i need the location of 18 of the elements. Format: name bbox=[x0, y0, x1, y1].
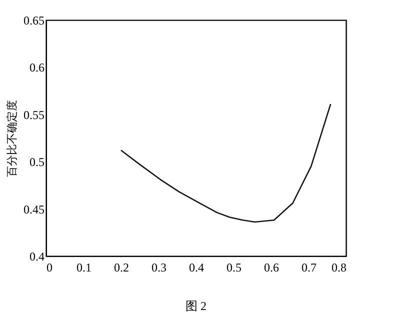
x-tick-label: 0.7 bbox=[302, 260, 316, 274]
y-tick-label: 0.6 bbox=[30, 60, 44, 75]
y-tick-label: 0.45 bbox=[24, 202, 44, 216]
x-tick-label: 0.1 bbox=[76, 260, 92, 274]
x-tick-label: 0 bbox=[46, 260, 52, 274]
y-tick-label: 0.5 bbox=[30, 155, 44, 170]
x-tick-label: 0.3 bbox=[152, 260, 166, 274]
x-tick-label: 0.6 bbox=[264, 260, 279, 274]
caption: 图 2 bbox=[186, 299, 206, 313]
y-tick-label: 0.65 bbox=[24, 14, 44, 28]
x-tick-label: 0.2 bbox=[114, 260, 129, 274]
x-tick-label: 0.5 bbox=[226, 260, 242, 274]
y-tick-label: 0.55 bbox=[24, 108, 44, 122]
y-axis-title: 百分比不确定度 bbox=[6, 100, 18, 177]
x-tick-label: 0.4 bbox=[189, 260, 204, 274]
line-series bbox=[120, 103, 332, 223]
y-tick-label: 0.4 bbox=[30, 250, 44, 264]
x-tick-label: 0.8 bbox=[332, 260, 346, 274]
